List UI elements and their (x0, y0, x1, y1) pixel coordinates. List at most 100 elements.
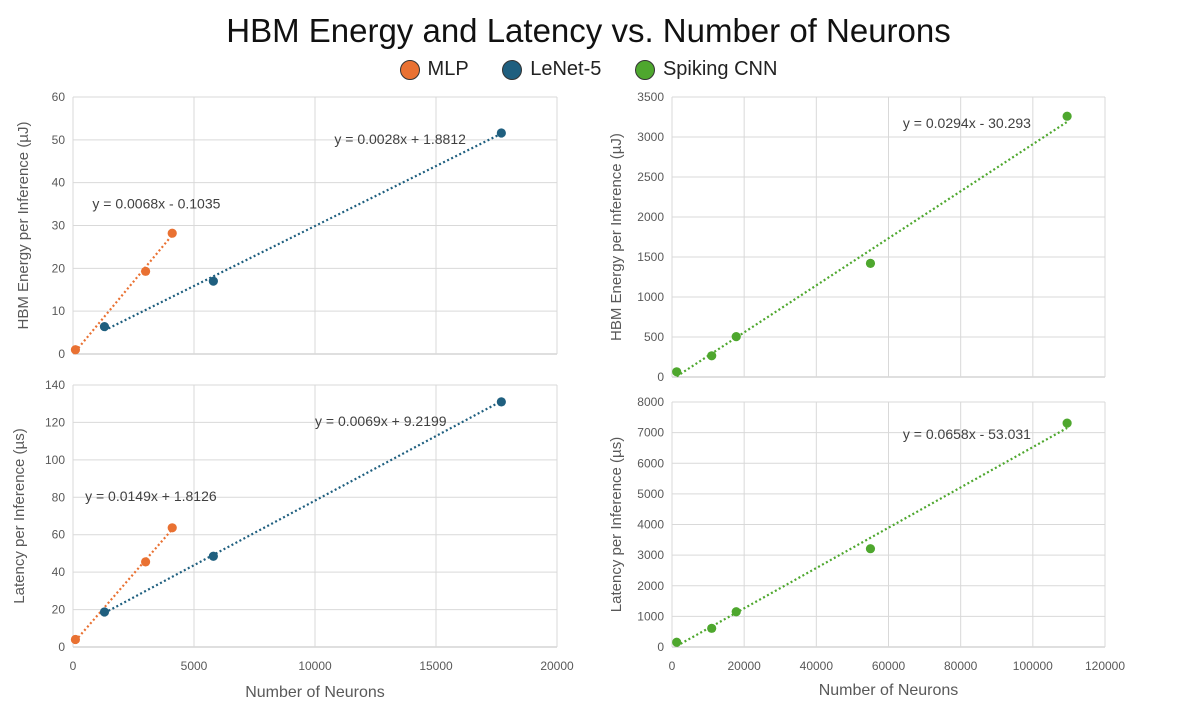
y-tick-label: 50 (52, 133, 66, 147)
x-tick-label: 0 (669, 659, 676, 673)
data-point-spiking-cnn (1062, 111, 1072, 121)
data-point-spiking-cnn (707, 623, 717, 633)
trendline-mlp (74, 234, 174, 353)
y-tick-label: 60 (52, 90, 66, 104)
data-point-mlp (70, 345, 81, 355)
data-point-lenet-5 (208, 276, 218, 286)
trend-equation-mlp: y = 0.0149x + 1.8126 (85, 488, 217, 504)
chart-energy-large: 0 500 1000 1500 2000 2500 3000 3500 HBM Energy p… (608, 90, 1106, 384)
data-point-lenet-5 (496, 397, 506, 407)
x-tick-label: 40000 (800, 659, 834, 673)
y-tick-label: 3000 (637, 548, 664, 562)
x-tick-label: 20000 (727, 659, 761, 673)
trendline-mlp (74, 528, 174, 642)
y-tick-label: 80 (52, 490, 66, 504)
legend-label-mlp: MLP (427, 58, 469, 80)
y-tick-label: 30 (52, 219, 66, 233)
chart-energy-small: 0 10 20 30 40 50 60 HBM Energy per Inference (µ… (15, 90, 558, 361)
x-tick-label: 5000 (181, 659, 208, 673)
legend-swatch-lenet5 (502, 59, 523, 80)
y-tick-label: 3500 (637, 90, 664, 104)
y-tick-label: 0 (657, 640, 664, 654)
y-tick-label: 2500 (637, 170, 664, 184)
chart-latency-small: 0 20 40 60 80 100 120 140 0 5000 10000 15000 20000 La… (11, 378, 574, 701)
legend: MLP LeNet-5 Spiking CNN (0, 58, 1177, 86)
data-point-spiking-cnn (1062, 418, 1072, 428)
y-tick-label: 2000 (637, 210, 664, 224)
trendline-lenet-5 (103, 400, 502, 614)
x-axis-title: Number of Neurons (819, 682, 959, 699)
y-tick-label: 4000 (637, 518, 664, 532)
x-axis-title: Number of Neurons (245, 684, 385, 701)
x-tick-label: 120000 (1085, 659, 1125, 673)
y-tick-label: 0 (58, 347, 65, 361)
series-lenet-5: y = 0.0069x + 9.2199 (99, 397, 506, 617)
y-tick-label: 2000 (637, 579, 664, 593)
series-lenet-5: y = 0.0028x + 1.8812 (99, 128, 506, 332)
x-tick-label: 10000 (298, 659, 332, 673)
x-tick-label: 80000 (944, 659, 978, 673)
trend-equation-mlp: y = 0.0068x - 0.1035 (92, 195, 220, 211)
trend-equation-spiking-cnn: y = 0.0658x - 53.031 (903, 426, 1031, 442)
y-axis-title: HBM Energy per Inference (µJ) (15, 122, 32, 330)
y-tick-label: 40 (52, 565, 66, 579)
legend-swatch-spiking-cnn (634, 59, 655, 80)
y-tick-label: 0 (657, 370, 664, 384)
data-point-lenet-5 (99, 321, 110, 332)
y-tick-label: 5000 (637, 487, 664, 501)
y-tick-label: 500 (644, 330, 664, 344)
legend-label-lenet5: LeNet-5 (530, 58, 602, 80)
data-point-spiking-cnn (672, 637, 682, 647)
data-point-lenet-5 (496, 128, 506, 138)
legend-item-spiking-cnn: Spiking CNN (634, 58, 778, 81)
legend-label-spiking-cnn: Spiking CNN (662, 58, 778, 80)
x-tick-label: 20000 (540, 659, 574, 673)
legend-swatch-mlp (399, 59, 420, 80)
x-tick-label: 15000 (419, 659, 453, 673)
y-tick-label: 40 (52, 176, 66, 190)
trend-equation-spiking-cnn: y = 0.0294x - 30.293 (903, 115, 1031, 131)
y-tick-label: 6000 (637, 456, 664, 470)
y-tick-label: 20 (52, 603, 66, 617)
data-point-lenet-5 (99, 607, 110, 617)
y-tick-label: 100 (45, 453, 65, 467)
y-tick-label: 8000 (637, 395, 664, 409)
data-point-mlp (167, 523, 177, 533)
y-tick-label: 1500 (637, 250, 664, 264)
x-tick-label: 100000 (1013, 659, 1053, 673)
y-tick-label: 0 (58, 640, 65, 654)
data-point-spiking-cnn (865, 258, 876, 268)
trendline-spiking-cnn (676, 120, 1068, 378)
chart-title: HBM Energy and Latency vs. Number of Neu… (226, 12, 951, 49)
y-axis-title: Latency per Inference (µs) (11, 428, 28, 603)
data-point-spiking-cnn (731, 332, 741, 342)
x-tick-label: 60000 (872, 659, 906, 673)
data-point-mlp (167, 228, 177, 238)
legend-item-lenet5: LeNet-5 (502, 58, 601, 81)
data-point-spiking-cnn (707, 351, 717, 361)
x-tick-label: 0 (70, 659, 77, 673)
y-tick-label: 3000 (637, 130, 664, 144)
data-point-spiking-cnn (731, 607, 741, 617)
data-point-mlp (141, 266, 151, 276)
y-tick-label: 7000 (637, 426, 664, 440)
series-mlp: y = 0.0149x + 1.8126 (70, 488, 217, 645)
y-axis-title: Latency per Inference (µs) (608, 437, 625, 612)
y-tick-label: 1000 (637, 609, 664, 623)
legend-item-mlp: MLP (399, 58, 469, 81)
trend-equation-lenet-5: y = 0.0069x + 9.2199 (315, 413, 447, 429)
data-point-lenet-5 (208, 551, 218, 561)
y-tick-label: 140 (45, 378, 65, 392)
y-tick-label: 20 (52, 261, 66, 275)
data-point-spiking-cnn (672, 367, 682, 377)
data-point-mlp (70, 634, 81, 645)
trend-equation-lenet-5: y = 0.0028x + 1.8812 (334, 131, 466, 147)
y-tick-label: 1000 (637, 290, 664, 304)
y-axis-title: HBM Energy per Inference (µJ) (608, 133, 625, 341)
y-tick-label: 120 (45, 415, 65, 429)
trendline-lenet-5 (103, 132, 502, 332)
y-tick-label: 10 (52, 304, 66, 318)
series-mlp: y = 0.0068x - 0.1035 (70, 195, 221, 355)
